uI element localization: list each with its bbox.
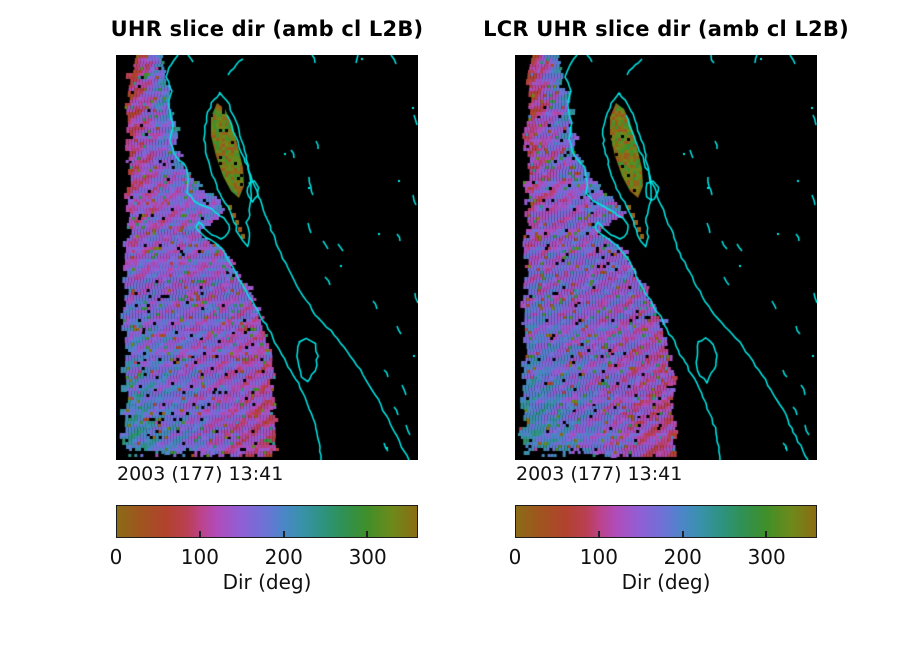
colorbar-tick (366, 531, 368, 537)
colorbar-tick-labels: 0 100 200 300 (509, 545, 817, 571)
colorbar-tick-label: 100 (180, 545, 219, 569)
colorbar-tick-label: 100 (579, 545, 618, 569)
colorbar-tick-label: 0 (109, 545, 123, 569)
panel-lcr-uhr: LCR UHR slice dir (amb cl L2B) 2003 (177… (483, 0, 849, 652)
panel-title: UHR slice dir (amb cl L2B) (110, 17, 424, 41)
colorbar-tick-labels: 0 100 200 300 (110, 545, 418, 571)
colorbar-tick (765, 531, 767, 537)
timestamp-label: 2003 (177) 13:41 (516, 463, 683, 485)
wind-direction-map (515, 55, 817, 460)
colorbar-tick-label: 300 (747, 545, 786, 569)
panel-title: LCR UHR slice dir (amb cl L2B) (483, 17, 849, 41)
colorbar-tick-label: 0 (508, 545, 522, 569)
timestamp-label: 2003 (177) 13:41 (117, 463, 284, 485)
colorbar-tick (681, 531, 684, 537)
colorbar-tick-label: 300 (348, 545, 387, 569)
colorbar-tick-label: 200 (663, 545, 702, 569)
panel-uhr: UHR slice dir (amb cl L2B) 2003 (177) 13… (110, 0, 423, 652)
colorbar (116, 505, 418, 538)
colorbar-axis-label: Dir (deg) (621, 570, 711, 594)
wind-direction-map (116, 55, 418, 460)
colorbar-tick (598, 531, 601, 537)
colorbar-tick (199, 531, 202, 537)
colorbar-axis-label: Dir (deg) (222, 570, 312, 594)
colorbar-tick-label: 200 (264, 545, 303, 569)
colorbar-tick (282, 531, 285, 537)
colorbar (515, 505, 817, 538)
